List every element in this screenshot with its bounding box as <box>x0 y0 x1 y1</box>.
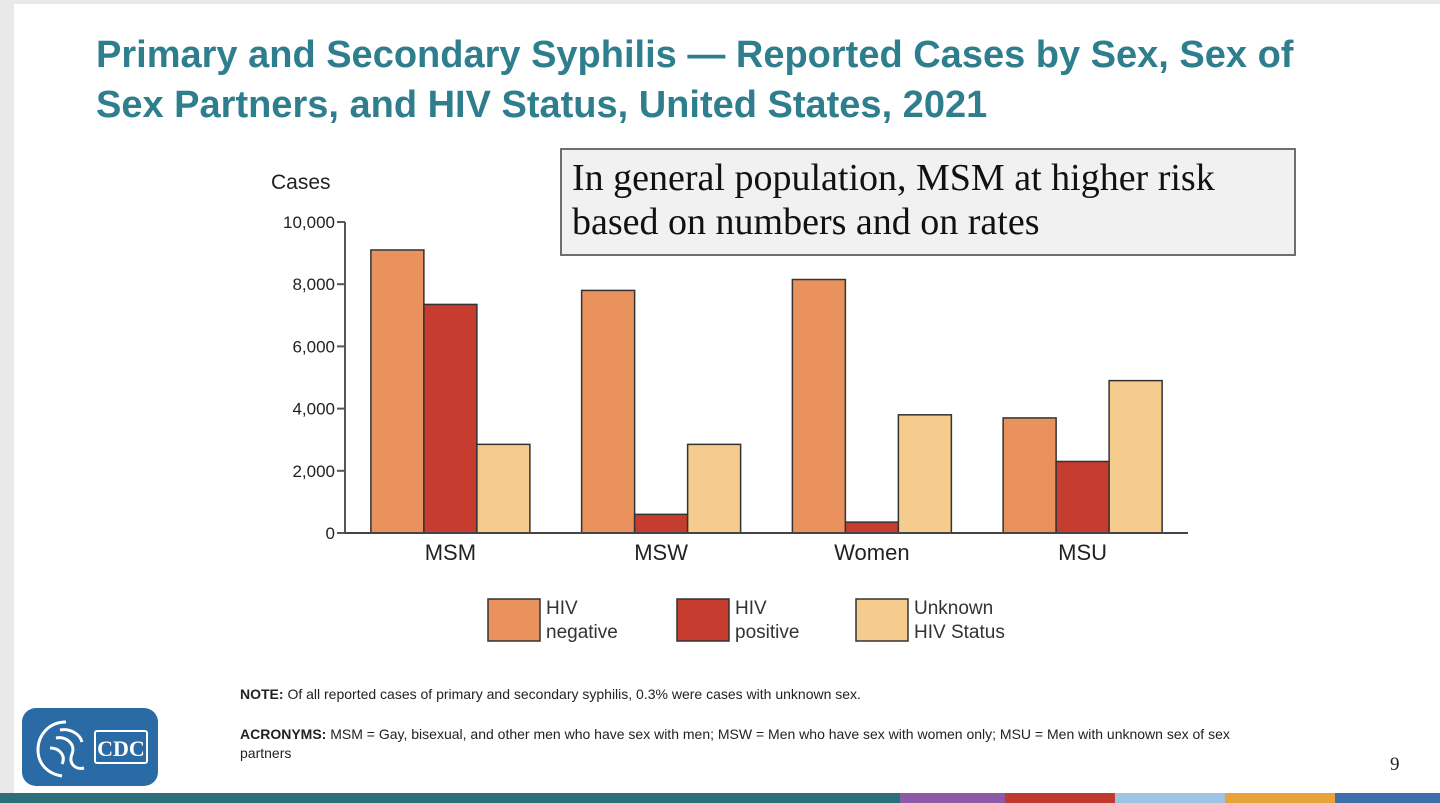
legend-swatch-2 <box>676 598 730 642</box>
y-tick-label: 4,000 <box>292 400 335 419</box>
bar-msu-unknown-hiv-status <box>1108 379 1163 534</box>
hhs-eagle-icon <box>36 720 85 778</box>
bar-msm-unknown-hiv-status <box>476 443 531 534</box>
bar-msw-unknown-hiv-status <box>686 443 742 534</box>
x-tick-label: MSW <box>634 540 688 565</box>
bar-msw-hiv-positive <box>633 513 689 534</box>
note-label: NOTE: <box>240 686 284 702</box>
note-text: NOTE: Of all reported cases of primary a… <box>240 686 1240 702</box>
y-axis-label: Cases <box>271 171 331 194</box>
x-tick-label: MSU <box>1058 540 1107 565</box>
y-tick-label: 2,000 <box>292 462 335 481</box>
bar-msw-hiv-negative <box>580 289 636 534</box>
slide-background <box>14 4 1440 793</box>
bar-msu-hiv-positive <box>1055 460 1110 534</box>
acronyms-body: MSM = Gay, bisexual, and other men who h… <box>240 726 1230 761</box>
bottom-bar-segment <box>0 793 900 803</box>
callout-box: In general population, MSM at higher ris… <box>560 148 1296 256</box>
y-tick-label: 0 <box>326 524 335 543</box>
slide-title: Primary and Secondary Syphilis — Reporte… <box>96 34 1294 126</box>
bottom-color-bar <box>0 793 1440 803</box>
legend-swatch-1 <box>487 598 541 642</box>
bar-msu-hiv-negative <box>1002 417 1057 534</box>
y-tick-label: 6,000 <box>292 337 335 356</box>
page-number: 9 <box>1390 754 1400 775</box>
legend-label-2: positive <box>735 622 799 643</box>
legend-label-3: Unknown <box>914 598 993 619</box>
x-tick-label: Women <box>834 540 909 565</box>
bottom-bar-segment <box>900 793 1005 803</box>
note-body: Of all reported cases of primary and sec… <box>283 686 861 702</box>
legend-label-2: HIV <box>735 598 767 619</box>
legend-swatch-3 <box>855 598 909 642</box>
bar-women-hiv-positive <box>844 521 900 534</box>
bar-msm-hiv-negative <box>370 249 425 534</box>
y-tick-label: 8,000 <box>292 275 335 294</box>
acronyms-text: ACRONYMS: MSM = Gay, bisexual, and other… <box>240 725 1240 763</box>
legend-label-3: HIV Status <box>914 622 1005 643</box>
y-tick-label: 10,000 <box>283 213 335 232</box>
bar-msm-hiv-positive <box>423 303 478 534</box>
bottom-bar-segment <box>1115 793 1225 803</box>
bottom-bar-segment <box>1335 793 1440 803</box>
bar-women-hiv-negative <box>791 278 847 534</box>
acronyms-label: ACRONYMS: <box>240 726 327 742</box>
cdc-logo-text: CDC <box>94 730 148 764</box>
cdc-logo: CDC <box>22 708 158 786</box>
bar-women-unknown-hiv-status <box>897 414 953 534</box>
x-tick-label: MSM <box>425 540 476 565</box>
legend-label-1: negative <box>546 622 618 643</box>
legend-label-1: HIV <box>546 598 578 619</box>
bottom-bar-segment <box>1005 793 1115 803</box>
bottom-bar-segment <box>1225 793 1335 803</box>
